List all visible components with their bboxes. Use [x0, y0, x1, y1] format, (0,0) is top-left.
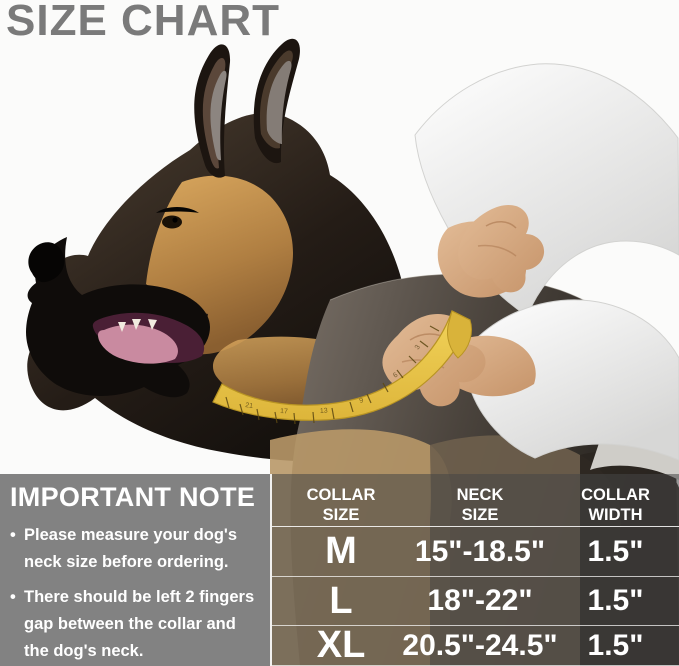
svg-text:17: 17 [280, 408, 288, 415]
svg-text:13: 13 [320, 408, 328, 415]
svg-text:21: 21 [245, 402, 254, 410]
